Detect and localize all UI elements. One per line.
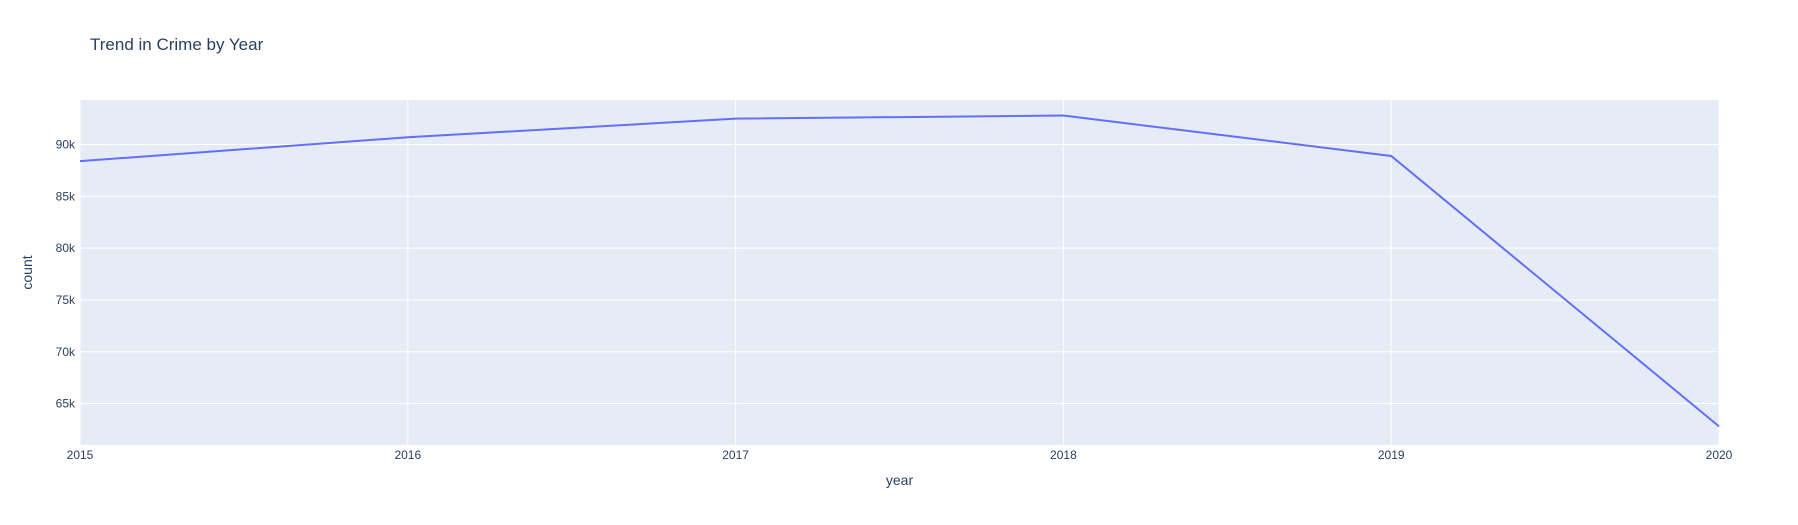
y-tick-label: 65k	[56, 397, 76, 411]
y-gridlines	[80, 144, 1719, 405]
y-tick-label: 85k	[56, 189, 76, 203]
y-axis-label: count	[19, 255, 35, 289]
y-tick-label: 90k	[56, 138, 76, 152]
x-axis-label: year	[886, 472, 914, 488]
x-tick-label: 2015	[67, 448, 94, 462]
x-tick-label: 2016	[394, 448, 421, 462]
y-tick-labels: 65k 70k 75k 80k 85k 90k	[56, 138, 76, 411]
y-tick-label: 80k	[56, 241, 76, 255]
x-tick-label: 2019	[1378, 448, 1405, 462]
x-tick-labels: 2015 2016 2017 2018 2019 2020	[67, 448, 1733, 462]
x-tick-label: 2020	[1706, 448, 1733, 462]
chart-title: Trend in Crime by Year	[90, 35, 264, 54]
plot-area	[80, 100, 1719, 445]
x-tick-label: 2018	[1050, 448, 1077, 462]
x-gridlines	[79, 100, 1720, 445]
series-line	[79, 114, 1720, 428]
y-tick-label: 75k	[56, 293, 76, 307]
y-tick-label: 70k	[56, 345, 76, 359]
x-tick-label: 2017	[722, 448, 749, 462]
